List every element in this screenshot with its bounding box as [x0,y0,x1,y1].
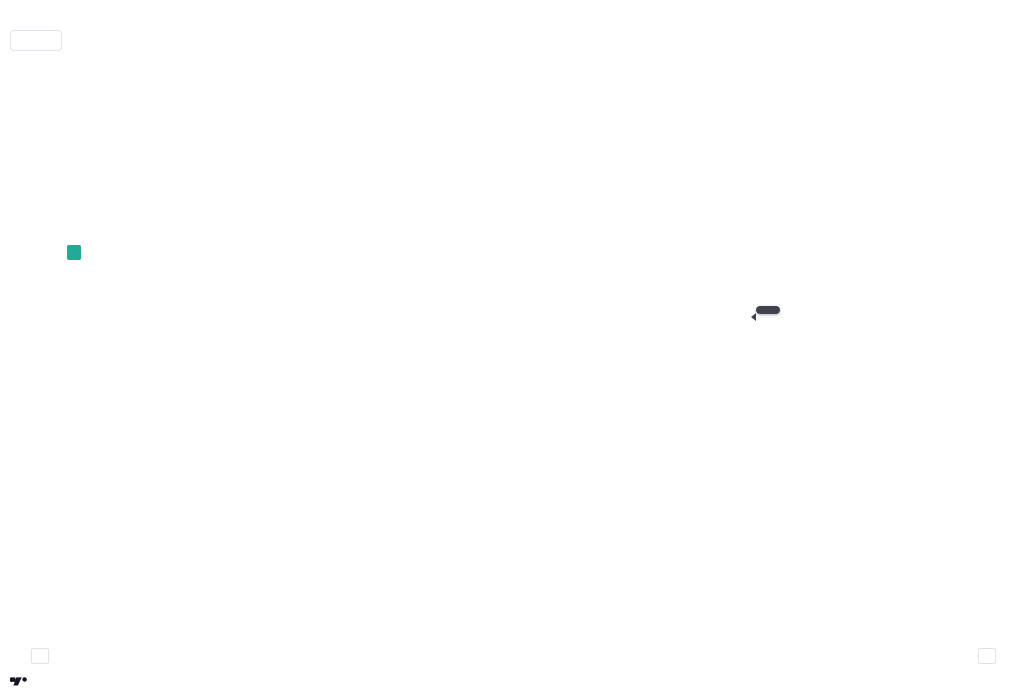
scale-a-button[interactable] [978,648,996,664]
symbol-price-label [67,245,81,260]
currency-toggle-button[interactable] [10,30,62,51]
daily-lines-legend-row[interactable] [78,64,108,80]
tradingview-footer[interactable] [10,672,34,690]
check-mtf-button[interactable] [751,306,780,321]
rsi-legend-row[interactable] [78,397,92,409]
scale-z-button[interactable] [31,648,49,664]
tradingview-logo-icon [10,677,27,686]
mrc-legend-row[interactable] [78,47,108,63]
legend [78,31,108,80]
stoch-legend-row[interactable] [78,520,92,532]
symbol-legend-row[interactable] [78,31,108,47]
